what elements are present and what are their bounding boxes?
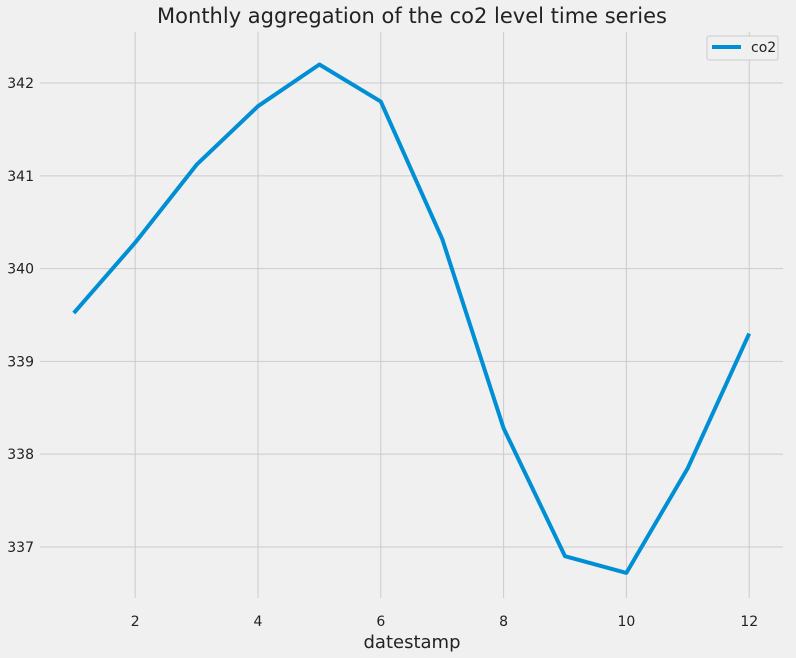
x-tick-label: 10	[618, 614, 636, 630]
chart-title: Monthly aggregation of the co2 level tim…	[157, 4, 667, 28]
y-tick-label: 337	[7, 540, 34, 556]
legend-box	[706, 35, 779, 61]
x-axis-label: datestamp	[363, 632, 460, 653]
x-tick-label: 12	[740, 614, 758, 630]
tick-label-layer: 2 4 6 8 10 12 337 338 339 340 341 342	[7, 76, 758, 630]
x-tick-label: 4	[254, 614, 263, 630]
y-tick-label: 342	[7, 76, 34, 92]
y-tick-label: 340	[7, 262, 34, 278]
x-tick-label: 8	[499, 614, 508, 630]
grid-layer	[40, 32, 783, 598]
y-tick-label: 339	[7, 354, 34, 370]
legend-label-co2: co2	[751, 40, 776, 56]
x-tick-label: 2	[131, 614, 140, 630]
y-tick-label: 338	[7, 447, 34, 463]
legend: co2	[706, 35, 779, 61]
x-tick-label: 6	[376, 614, 385, 630]
y-tick-label: 341	[7, 169, 34, 185]
series-line-co2	[72, 62, 752, 575]
series-layer	[72, 62, 752, 575]
